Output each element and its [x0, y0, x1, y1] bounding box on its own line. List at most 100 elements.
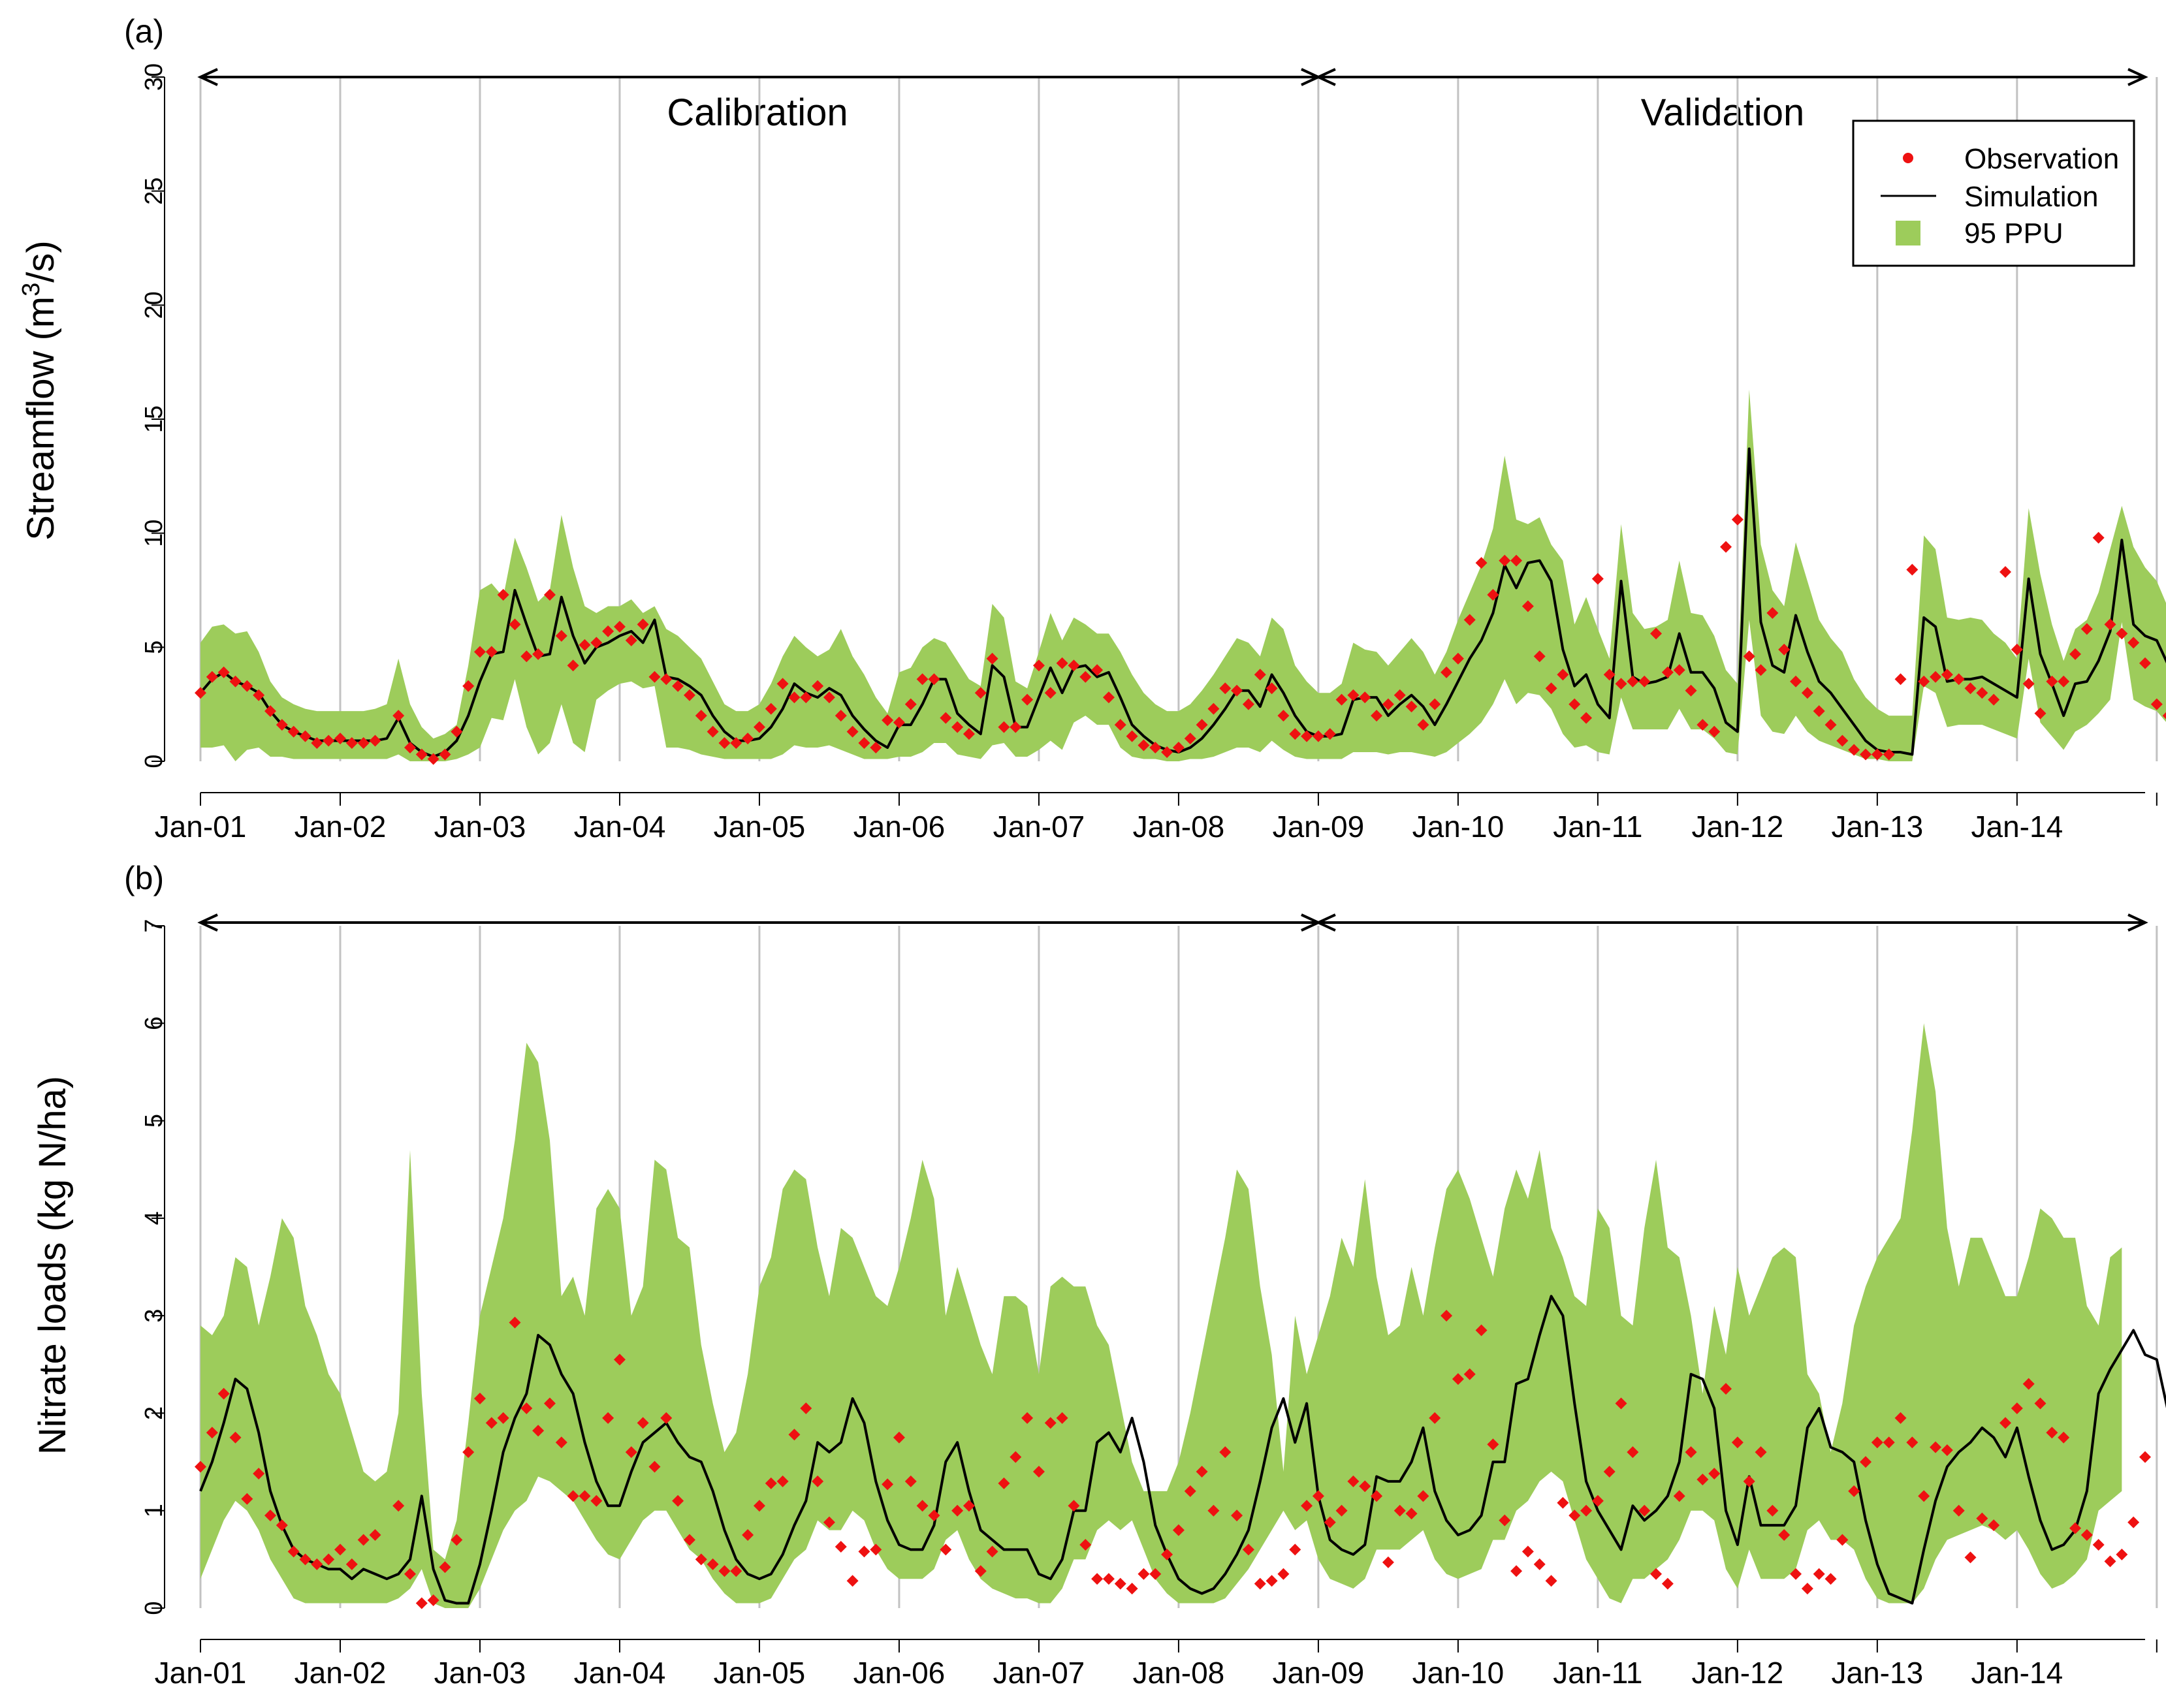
y-tick-label-a: 30	[140, 63, 168, 91]
x-tick-label-b: Jan-01	[155, 1656, 247, 1690]
observation-point-b	[637, 1417, 649, 1429]
observation-point-b	[1673, 1490, 1685, 1502]
observation-point-a	[1371, 710, 1383, 722]
observation-point-b	[1824, 1573, 1837, 1585]
observation-point-b	[765, 1477, 777, 1489]
observation-point-a	[1487, 588, 1499, 601]
observation-point-a	[1266, 682, 1278, 695]
y-tick-label-b: 1	[140, 1504, 168, 1517]
observation-point-b	[2011, 1402, 2023, 1414]
observation-point-b	[800, 1402, 812, 1414]
observation-point-a	[229, 675, 242, 688]
observation-point-b	[1463, 1368, 1476, 1380]
observation-point-b	[1906, 1436, 1919, 1449]
observation-point-a	[1394, 689, 1406, 701]
observation-point-a	[707, 725, 719, 738]
observation-point-b	[1685, 1446, 1697, 1459]
x-tick-label-a: Jan-10	[1412, 810, 1505, 844]
ppu-band-b	[200, 1023, 2122, 1608]
observation-point-b	[451, 1534, 463, 1546]
observation-point-b	[1382, 1556, 1394, 1568]
observation-point-a	[2162, 712, 2166, 720]
observation-point-b	[1545, 1575, 1557, 1587]
observation-point-b	[1930, 1441, 1942, 1453]
observation-point-a	[334, 733, 346, 745]
observation-point-b	[590, 1494, 603, 1507]
x-tick-label-b: Jan-03	[434, 1656, 526, 1690]
observation-point-b	[1324, 1516, 1336, 1528]
y-axis-label-a-end: /s)	[20, 240, 62, 282]
y-tick-label-a: 25	[140, 178, 168, 205]
observation-point-b	[835, 1540, 847, 1553]
observation-point-a	[253, 689, 265, 701]
observation-point-b	[1172, 1524, 1185, 1536]
legend-observation-marker	[1903, 153, 1913, 163]
x-tick-label-a: Jan-03	[434, 810, 526, 844]
observation-point-b	[287, 1545, 300, 1558]
observation-point-b	[1032, 1466, 1045, 1478]
observation-point-b	[1079, 1538, 1092, 1551]
observation-point-b	[276, 1519, 288, 1532]
y-tick-label-a: 20	[140, 291, 168, 319]
observation-point-b	[229, 1431, 242, 1444]
observation-point-a	[602, 625, 614, 637]
observation-point-b	[311, 1558, 323, 1570]
panel-b-label: (b)	[124, 860, 164, 896]
observation-point-a	[1207, 703, 1220, 715]
observation-point-a	[1463, 614, 1476, 626]
period-arrowhead-b	[1315, 913, 1336, 932]
calibration-label: Calibration	[667, 91, 848, 134]
x-tick-label-b: Jan-12	[1692, 1656, 1784, 1690]
observation-point-b	[323, 1553, 335, 1566]
observation-point-b	[672, 1494, 684, 1507]
y-tick-label-b: 0	[140, 1601, 168, 1615]
observation-point-b	[707, 1558, 719, 1570]
observation-point-b	[1441, 1310, 1453, 1322]
observation-point-b	[1452, 1373, 1464, 1385]
observation-point-a	[1661, 666, 1674, 678]
observation-point-b	[1731, 1436, 1744, 1449]
observation-point-a	[1032, 659, 1045, 672]
observation-point-b	[1871, 1436, 1883, 1449]
observation-point-b	[1149, 1568, 1162, 1580]
observation-point-b	[473, 1393, 486, 1405]
observation-point-a	[2034, 707, 2047, 720]
observation-point-b	[940, 1543, 952, 1556]
observation-point-a	[2150, 698, 2163, 710]
observation-point-b	[1708, 1467, 1721, 1479]
observation-point-b	[1056, 1412, 1068, 1424]
observation-point-b	[1301, 1500, 1313, 1512]
observation-point-a	[2069, 648, 2082, 660]
observation-point-a	[1056, 657, 1068, 669]
observation-point-b	[1359, 1480, 1371, 1493]
observation-point-a	[1627, 675, 1639, 688]
observation-point-a	[1417, 719, 1429, 731]
observation-point-a	[1696, 719, 1709, 731]
observation-point-b	[264, 1510, 276, 1522]
observation-point-a	[567, 659, 579, 672]
observation-point-a	[1219, 682, 1232, 695]
observation-point-a	[846, 725, 859, 738]
observation-point-a	[2058, 675, 2070, 688]
observation-point-a	[2080, 623, 2093, 635]
observation-point-b	[195, 1461, 206, 1473]
x-tick-label-b: Jan-06	[853, 1656, 946, 1690]
observation-point-b	[1964, 1551, 1977, 1564]
simulation-line-b	[199, 1295, 2166, 1605]
observation-point-a	[998, 721, 1010, 733]
observation-point-a	[1569, 698, 1581, 710]
observation-point-a	[1184, 733, 1196, 745]
ppu-band-a	[200, 389, 2166, 761]
observation-point-b	[1755, 1446, 1767, 1459]
observation-point-a	[1196, 719, 1208, 731]
observation-point-b	[1766, 1504, 1779, 1517]
observation-point-a	[195, 687, 206, 699]
observation-point-a	[742, 733, 754, 745]
observation-point-a	[1533, 650, 1546, 663]
observation-point-a	[683, 689, 695, 701]
observation-point-b	[206, 1427, 218, 1439]
observation-point-b	[648, 1461, 661, 1473]
observation-point-b	[1627, 1446, 1639, 1459]
observation-point-b	[1487, 1438, 1499, 1451]
observation-point-b	[1836, 1534, 1849, 1546]
